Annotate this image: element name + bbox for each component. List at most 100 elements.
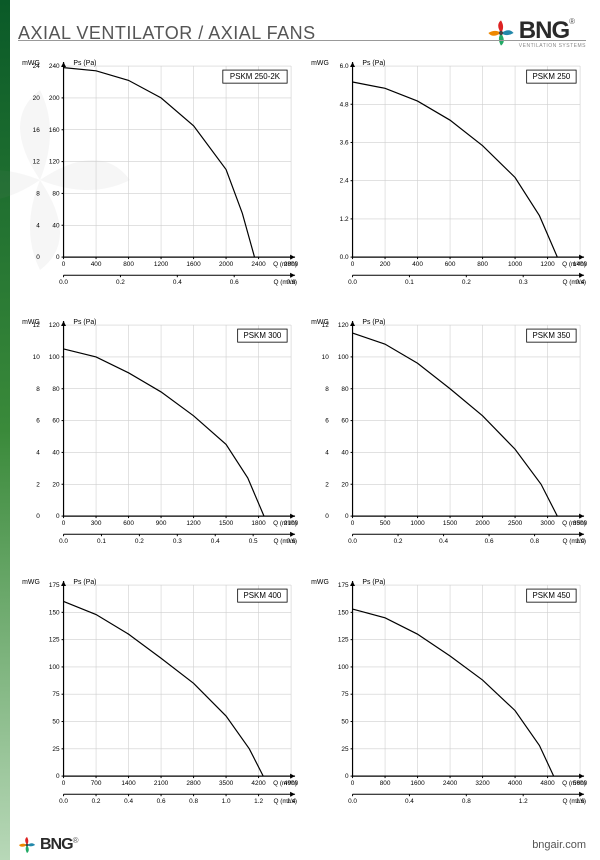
svg-text:800: 800: [123, 261, 134, 268]
svg-text:Ps (Pa): Ps (Pa): [362, 60, 385, 67]
svg-text:20: 20: [341, 482, 349, 489]
svg-text:0.6: 0.6: [485, 539, 494, 546]
svg-text:0.1: 0.1: [405, 279, 414, 286]
svg-text:25: 25: [52, 745, 60, 752]
chart-pskm-400: 0255075100125150175070014002100280035004…: [22, 575, 299, 816]
svg-text:2800: 2800: [186, 780, 201, 787]
svg-text:10: 10: [33, 354, 41, 361]
svg-text:600: 600: [123, 520, 134, 527]
svg-text:175: 175: [49, 582, 60, 589]
svg-text:0.3: 0.3: [519, 279, 528, 286]
svg-text:0: 0: [325, 513, 329, 520]
svg-text:3.6: 3.6: [340, 139, 349, 146]
svg-text:0.4: 0.4: [405, 798, 414, 805]
svg-text:2400: 2400: [443, 780, 458, 787]
svg-text:200: 200: [49, 95, 60, 102]
svg-text:75: 75: [341, 691, 349, 698]
svg-text:50: 50: [52, 718, 60, 725]
svg-text:1200: 1200: [154, 261, 169, 268]
svg-text:0.0: 0.0: [59, 539, 68, 546]
chart-pskm-250-2k: 0408012016020024004812162024040080012001…: [22, 56, 299, 297]
svg-text:0.2: 0.2: [462, 279, 471, 286]
svg-text:0.4: 0.4: [211, 539, 220, 546]
svg-text:mmWG: mmWG: [22, 319, 40, 326]
svg-text:0: 0: [56, 773, 60, 780]
svg-text:300: 300: [91, 520, 102, 527]
svg-text:PSKM 400: PSKM 400: [244, 591, 282, 600]
svg-text:0.0: 0.0: [348, 539, 357, 546]
svg-text:Ps (Pa): Ps (Pa): [73, 60, 96, 67]
svg-text:1.0: 1.0: [222, 798, 231, 805]
svg-text:Q (m³/h): Q (m³/h): [562, 780, 586, 787]
svg-text:1800: 1800: [251, 520, 266, 527]
svg-text:0.6: 0.6: [157, 798, 166, 805]
svg-text:16: 16: [33, 127, 41, 134]
footer-url: bngair.com: [532, 839, 586, 851]
svg-text:120: 120: [338, 322, 349, 329]
svg-text:Ps (Pa): Ps (Pa): [73, 319, 96, 326]
svg-text:0.3: 0.3: [173, 539, 182, 546]
svg-text:80: 80: [341, 386, 349, 393]
svg-text:mmWG: mmWG: [22, 60, 40, 67]
svg-text:Q (m³/s): Q (m³/s): [562, 539, 586, 546]
svg-text:1000: 1000: [410, 520, 425, 527]
svg-text:4200: 4200: [251, 780, 266, 787]
svg-text:20: 20: [33, 95, 41, 102]
svg-text:Q (m³/s): Q (m³/s): [562, 279, 586, 286]
svg-text:Q (m³/s): Q (m³/s): [273, 798, 297, 805]
svg-text:500: 500: [380, 520, 391, 527]
svg-text:3200: 3200: [475, 780, 490, 787]
svg-text:0: 0: [345, 513, 349, 520]
svg-text:0.2: 0.2: [116, 279, 125, 286]
chart-pskm-300: 0204060801001200246810120300600900120015…: [22, 315, 299, 556]
svg-text:4: 4: [36, 222, 40, 229]
svg-text:2000: 2000: [219, 261, 234, 268]
svg-text:Q (m³/h): Q (m³/h): [273, 261, 297, 268]
svg-text:125: 125: [338, 636, 349, 643]
svg-text:0.4: 0.4: [124, 798, 133, 805]
svg-text:120: 120: [49, 322, 60, 329]
svg-text:240: 240: [49, 63, 60, 70]
svg-text:100: 100: [49, 354, 60, 361]
svg-text:4800: 4800: [540, 780, 555, 787]
svg-text:800: 800: [380, 780, 391, 787]
footer-logo: BNG®: [18, 836, 78, 854]
svg-text:0.2: 0.2: [394, 539, 403, 546]
reg-mark: ®: [569, 17, 575, 26]
svg-text:25: 25: [341, 745, 349, 752]
svg-text:60: 60: [52, 418, 60, 425]
svg-text:60: 60: [341, 418, 349, 425]
svg-text:6: 6: [325, 418, 329, 425]
svg-text:mmWG: mmWG: [311, 319, 329, 326]
svg-text:40: 40: [52, 222, 60, 229]
svg-text:0: 0: [36, 254, 40, 261]
svg-text:Ps (Pa): Ps (Pa): [362, 319, 385, 326]
svg-text:900: 900: [156, 520, 167, 527]
svg-text:700: 700: [91, 780, 102, 787]
svg-text:1.2: 1.2: [340, 216, 349, 223]
svg-text:mmWG: mmWG: [22, 579, 40, 586]
svg-text:0.8: 0.8: [462, 798, 471, 805]
svg-text:Q (m³/h): Q (m³/h): [562, 520, 586, 527]
svg-text:1.2: 1.2: [254, 798, 263, 805]
svg-text:0.4: 0.4: [173, 279, 182, 286]
svg-text:PSKM 350: PSKM 350: [533, 331, 571, 340]
svg-text:2100: 2100: [154, 780, 169, 787]
svg-text:0: 0: [62, 520, 66, 527]
svg-text:0: 0: [56, 513, 60, 520]
svg-text:4: 4: [36, 450, 40, 457]
svg-text:120: 120: [49, 159, 60, 166]
brand-sub: VENTILATION SYSTEMS: [519, 43, 586, 49]
svg-text:0.2: 0.2: [135, 539, 144, 546]
brand-logo: BNG® VENTILATION SYSTEMS: [487, 17, 586, 49]
svg-text:200: 200: [380, 261, 391, 268]
svg-text:150: 150: [338, 609, 349, 616]
svg-text:mmWG: mmWG: [311, 579, 329, 586]
svg-text:1500: 1500: [219, 520, 234, 527]
svg-text:0.4: 0.4: [439, 539, 448, 546]
svg-text:2000: 2000: [475, 520, 490, 527]
svg-text:PSKM 250: PSKM 250: [533, 72, 571, 81]
svg-text:Ps (Pa): Ps (Pa): [362, 579, 385, 586]
svg-text:1600: 1600: [410, 780, 425, 787]
svg-text:mmWG: mmWG: [311, 60, 329, 67]
